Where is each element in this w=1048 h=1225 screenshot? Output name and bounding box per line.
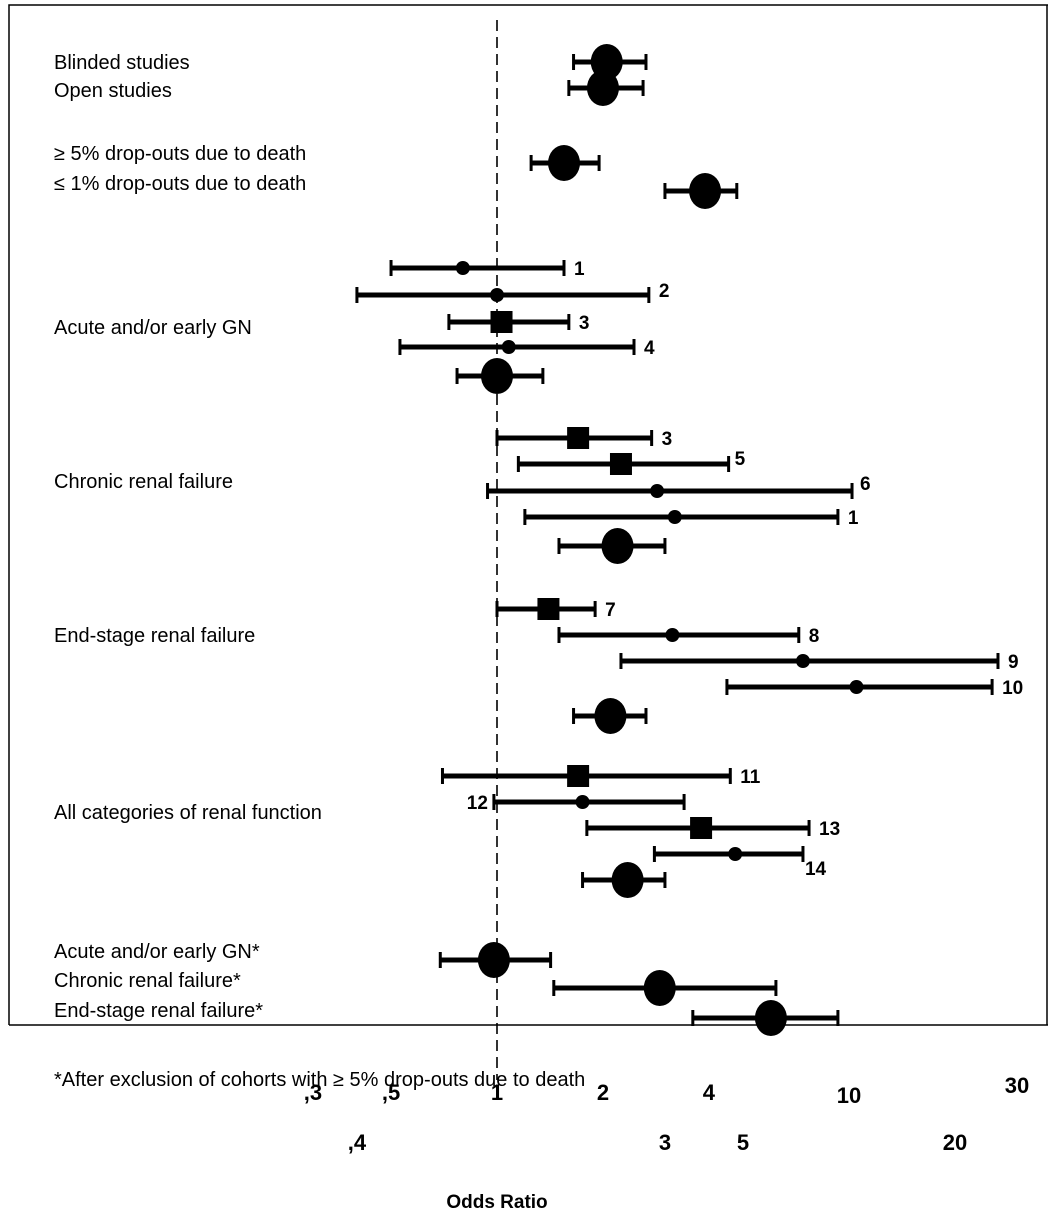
point-estimate-study-14 <box>728 847 743 861</box>
x-tick-label: ,5 <box>382 1080 400 1105</box>
point-estimate-pooled-ge5 <box>547 145 580 181</box>
study-number-label: 11 <box>740 767 761 788</box>
group-label-open: Open studies <box>54 80 172 102</box>
group-label-all-categories: All categories of renal function <box>54 802 322 824</box>
study-number-label: 8 <box>809 626 820 647</box>
study-number-label: 9 <box>1008 652 1019 673</box>
point-estimate-pooled-acute_ex <box>477 942 510 978</box>
point-estimate-study-5 <box>609 453 632 475</box>
study-number-label: 7 <box>605 600 616 621</box>
point-estimate-pooled-acute <box>481 358 513 394</box>
point-estimate-study-3 <box>490 311 513 333</box>
point-estimate-pooled-le1 <box>689 173 722 209</box>
x-tick-label: 4 <box>703 1080 716 1105</box>
plot-frame <box>8 4 1048 1025</box>
point-estimate-study-1 <box>455 261 470 275</box>
x-tick-label: 2 <box>597 1080 609 1105</box>
footnote: *After exclusion of cohorts with ≥ 5% dr… <box>54 1069 585 1091</box>
point-estimate-pooled-open <box>586 70 619 106</box>
group-label-acute-gn-excluded: Acute and/or early GN* <box>54 941 260 963</box>
group-labels: Blinded studies Open studies ≥ 5% drop-o… <box>54 52 585 1091</box>
group-label-end-stage: End-stage renal failure <box>54 625 255 647</box>
study-number-label: 3 <box>662 429 673 450</box>
x-tick-label: 30 <box>1005 1073 1029 1098</box>
point-estimate-pooled-all <box>611 862 644 898</box>
point-estimate-study-3 <box>567 427 590 449</box>
study-number-label: 5 <box>735 449 746 470</box>
study-number-label: 6 <box>860 474 871 495</box>
point-estimate-study-2 <box>490 288 504 302</box>
point-estimate-pooled-endstage <box>594 698 627 734</box>
x-tick-label: 20 <box>943 1130 967 1155</box>
x-axis-title: Odds Ratio <box>446 1192 547 1213</box>
group-label-le1-dropouts: ≤ 1% drop-outs due to death <box>54 173 306 195</box>
x-tick-label: 3 <box>659 1130 671 1155</box>
point-estimate-study-9 <box>795 654 810 668</box>
group-label-blinded: Blinded studies <box>54 52 190 74</box>
x-tick-label: ,4 <box>348 1130 367 1155</box>
study-number-label: 1 <box>574 259 585 280</box>
group-label-chronic: Chronic renal failure <box>54 471 233 493</box>
point-estimate-pooled-endstage_ex <box>754 1000 787 1036</box>
point-estimate-study-6 <box>650 484 665 498</box>
point-estimate-study-1 <box>667 510 682 524</box>
point-estimate-study-4 <box>501 340 516 354</box>
group-label-end-stage-excluded: End-stage renal failure* <box>54 1000 263 1022</box>
x-tick-label: 1 <box>491 1080 503 1105</box>
point-estimate-study-10 <box>849 680 864 694</box>
point-estimate-study-8 <box>665 628 680 642</box>
group-label-chronic-excluded: Chronic renal failure* <box>54 970 241 992</box>
study-number-label: 10 <box>1002 678 1023 699</box>
point-estimate-study-7 <box>537 598 560 620</box>
group-label-acute-gn: Acute and/or early GN <box>54 317 252 339</box>
x-tick-label: 5 <box>737 1130 749 1155</box>
x-tick-label: 10 <box>837 1083 861 1108</box>
point-estimate-study-13 <box>690 817 713 839</box>
x-axis-ticks: ,3 ,4 ,5 1 2 3 45 10 20 30 <box>304 1073 1029 1155</box>
study-number-label: 14 <box>805 859 827 880</box>
point-estimate-study-12 <box>575 795 590 809</box>
study-number-label: 1 <box>848 508 859 529</box>
study-number-label: 4 <box>644 338 655 359</box>
point-estimate-study-11 <box>567 765 590 787</box>
x-tick-label: ,3 <box>304 1080 322 1105</box>
study-number-label: 3 <box>579 313 590 334</box>
study-number-label: 2 <box>659 281 670 302</box>
point-estimate-pooled-chronic <box>601 528 634 564</box>
study-number-label: 12 <box>467 793 488 814</box>
point-estimate-pooled-chronic_ex <box>643 970 676 1006</box>
study-number-label: 13 <box>819 819 840 840</box>
group-label-ge5-dropouts: ≥ 5% drop-outs due to death <box>54 143 306 165</box>
